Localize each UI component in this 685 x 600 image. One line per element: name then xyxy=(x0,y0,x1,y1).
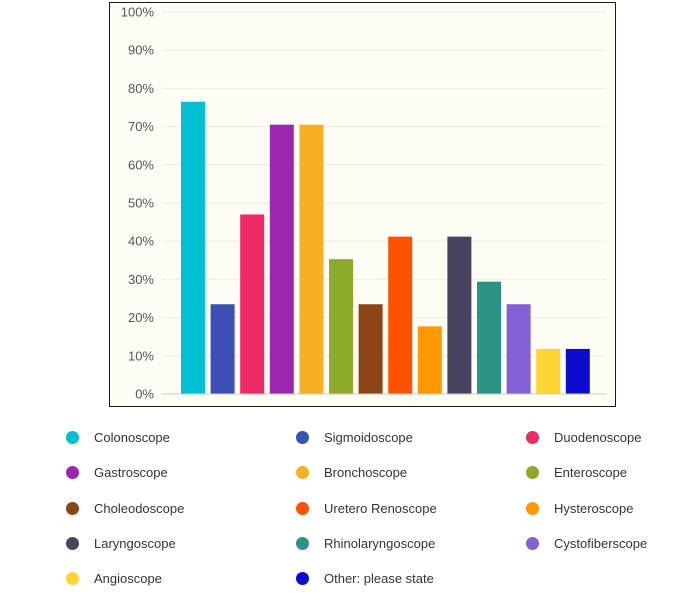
y-tick-label: 40% xyxy=(128,234,154,249)
y-tick-label: 0% xyxy=(135,387,154,402)
legend-label: Laryngoscope xyxy=(94,535,176,551)
legend-marker xyxy=(296,536,309,550)
legend-item: Other: please state xyxy=(296,568,434,588)
legend-marker xyxy=(296,465,309,479)
legend-label: Other: please state xyxy=(324,570,434,586)
bar-cystofiberscope xyxy=(506,304,531,394)
bar-gastroscope xyxy=(269,124,294,394)
legend-item: Enteroscope xyxy=(526,462,627,482)
chart-frame: 0% 10% 20% 30% 40% 50% 60% 70% 80% 90% 100% xyxy=(109,2,616,407)
y-tick-label: 60% xyxy=(128,157,154,172)
y-tick-label: 80% xyxy=(128,81,154,96)
legend-label: Bronchoscope xyxy=(324,464,408,480)
legend-label: Sigmoidoscope xyxy=(324,429,413,445)
bar-duodenoscope xyxy=(240,214,265,394)
legend-marker xyxy=(296,501,309,515)
legend-marker xyxy=(526,465,539,479)
bar-angioscope xyxy=(536,348,561,394)
bar-chart: 0% 10% 20% 30% 40% 50% 60% 70% 80% 90% 100% xyxy=(121,5,606,402)
y-tick-label: 30% xyxy=(128,272,154,287)
legend-label: Gastroscope xyxy=(94,464,168,480)
y-tick-label: 10% xyxy=(128,348,154,363)
bar-enteroscope xyxy=(329,259,353,394)
legend-marker xyxy=(66,536,79,550)
bar-sigmoidoscope xyxy=(210,304,235,394)
y-axis-ticks: 0% 10% 20% 30% 40% 50% 60% 70% 80% 90% 100% xyxy=(121,5,155,402)
legend: Colonoscope Sigmoidoscope Duodenoscope Gast… xyxy=(0,420,685,600)
legend-item: Laryngoscope xyxy=(66,533,176,553)
legend-item: Sigmoidoscope xyxy=(296,427,413,447)
bar-rhinolaryngoscope xyxy=(477,281,501,394)
legend-item: Hysteroscope xyxy=(526,498,633,518)
legend-label: Colonoscope xyxy=(94,429,170,445)
legend-item: Bronchoscope xyxy=(296,462,407,482)
legend-marker xyxy=(66,571,79,585)
bar-other-please-state xyxy=(565,348,590,394)
legend-label: Rhinolaryngoscope xyxy=(324,535,436,551)
legend-marker xyxy=(526,536,539,550)
legend-label: Cystofiberscope xyxy=(554,535,648,551)
bar-uretero-renoscope xyxy=(388,236,413,394)
legend-label: Choleodoscope xyxy=(94,500,185,516)
legend-item: Cystofiberscope xyxy=(526,533,647,553)
legend-label: Uretero Renoscope xyxy=(324,500,437,516)
y-tick-label: 20% xyxy=(128,310,154,325)
legend-item: Rhinolaryngoscope xyxy=(296,533,435,553)
gridlines xyxy=(162,11,606,357)
legend-marker xyxy=(296,571,309,585)
y-tick-label: 50% xyxy=(128,196,154,211)
bar-hysteroscope xyxy=(417,326,442,394)
bar-laryngoscope xyxy=(447,236,472,394)
bar-bronchoscope xyxy=(299,124,324,394)
y-tick-label: 100% xyxy=(121,5,155,20)
legend-marker xyxy=(66,430,79,444)
legend-item: Gastroscope xyxy=(66,462,168,482)
y-tick-label: 70% xyxy=(128,119,154,134)
bar-colonoscope xyxy=(181,101,205,395)
legend-item: Uretero Renoscope xyxy=(296,498,437,518)
legend-marker xyxy=(66,465,79,479)
legend-item: Choleodoscope xyxy=(66,498,184,518)
legend-marker xyxy=(66,501,79,515)
y-tick-label: 90% xyxy=(128,43,154,58)
bar-choleodoscope xyxy=(358,304,383,394)
legend-label: Angioscope xyxy=(94,570,162,586)
legend-label: Enteroscope xyxy=(554,464,627,480)
legend-marker xyxy=(526,501,539,515)
legend-marker xyxy=(526,430,539,444)
legend-label: Hysteroscope xyxy=(554,500,634,516)
legend-item: Colonoscope xyxy=(66,427,170,447)
legend-item: Angioscope xyxy=(66,568,162,588)
legend-marker xyxy=(296,430,309,444)
legend-item: Duodenoscope xyxy=(526,427,641,447)
bars xyxy=(181,101,590,395)
legend-label: Duodenoscope xyxy=(554,429,642,445)
